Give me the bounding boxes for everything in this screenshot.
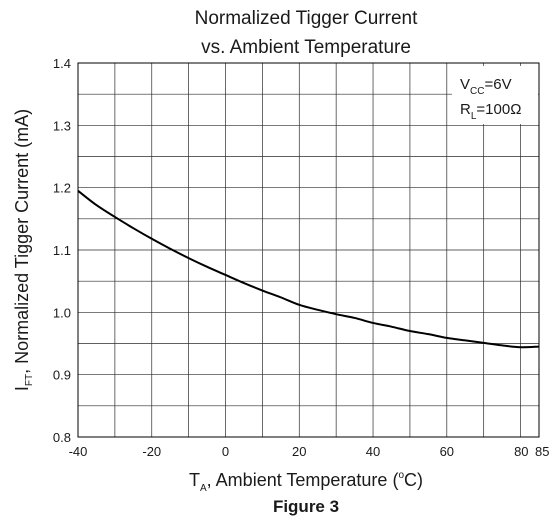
figure-caption: Figure 3 xyxy=(273,497,339,516)
x-tick-label: 85 xyxy=(535,444,549,459)
chart-title-line-2: vs. Ambient Temperature xyxy=(201,37,411,58)
y-tick-label: 1.2 xyxy=(53,181,71,196)
conditions-box: VCC=6V RL=100Ω xyxy=(452,66,538,124)
tick-labels: -40 -20 0 20 40 60 80 85 0.8 0.9 1.0 1.1 1.2 1.3 1.4 xyxy=(53,56,550,459)
x-tick-label: 0 xyxy=(222,444,229,459)
y-tick-label: 1.1 xyxy=(53,243,71,258)
x-tick-label: 20 xyxy=(292,444,306,459)
x-axis-label: TA, Ambient Temperature (oC) xyxy=(189,470,423,494)
y-tick-label: 1.4 xyxy=(53,56,71,71)
chart-title-line-1: Normalized Tigger Current xyxy=(195,8,419,29)
x-tick-label: -40 xyxy=(69,444,88,459)
y-tick-label: 0.8 xyxy=(53,430,71,445)
series-line xyxy=(77,189,540,349)
y-tick-label: 1.3 xyxy=(53,118,71,133)
vcc-condition: VCC=6V xyxy=(460,76,512,97)
x-tick-label: 80 xyxy=(514,444,528,459)
y-tick-label: 1.0 xyxy=(53,305,71,320)
rl-condition: RL=100Ω xyxy=(460,101,521,122)
x-tick-label: -20 xyxy=(142,444,161,459)
y-tick-label: 0.9 xyxy=(53,368,71,383)
y-axis-label: IFT, Normalized Tigger Current (mA) xyxy=(12,109,35,391)
x-tick-label: 40 xyxy=(366,444,380,459)
plot-frame xyxy=(77,62,540,438)
x-tick-label: 60 xyxy=(440,444,454,459)
